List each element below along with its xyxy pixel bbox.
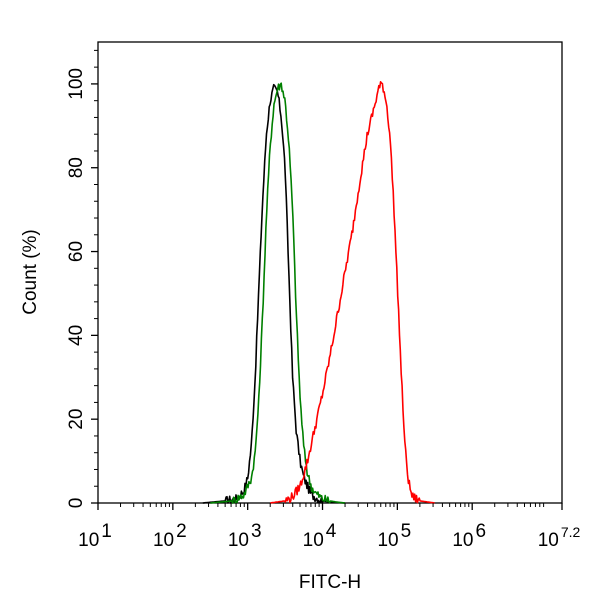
x-tick-label: 10 3 (228, 521, 262, 551)
x-tick-exponent: 4 (326, 521, 337, 542)
y-tick-label: 20 (66, 409, 87, 430)
x-tick-base: 10 (228, 530, 249, 551)
x-tick-label: 10 2 (153, 521, 187, 551)
x-tick-label: 10 6 (452, 521, 486, 551)
y-tick-label: 60 (66, 241, 87, 262)
plot-frame (97, 41, 563, 504)
x-tick-label: 10 1 (78, 521, 112, 551)
series-layer (202, 81, 435, 504)
histogram-series-line (270, 81, 435, 504)
x-tick-exponent: 1 (101, 521, 112, 542)
x-tick-exponent: 6 (475, 521, 486, 542)
x-tick-base: 10 (303, 530, 324, 551)
histogram-series-line (202, 83, 345, 504)
x-tick-label: 10 7.2 (538, 524, 581, 551)
x-tick-base: 10 (538, 530, 559, 551)
x-tick-exponent: 5 (401, 521, 412, 542)
x-tick-label: 10 4 (303, 521, 337, 551)
x-tick-base: 10 (452, 530, 473, 551)
x-axis-label: FITC-H (299, 572, 361, 593)
plot-axes (97, 41, 563, 504)
x-tick-base: 10 (78, 530, 99, 551)
y-tick-label: 0 (66, 498, 87, 509)
x-tick-label: 10 5 (377, 521, 411, 551)
y-tick-label: 80 (66, 157, 87, 178)
x-tick-base: 10 (377, 530, 398, 551)
histogram-series-line (210, 82, 346, 504)
x-tick-exponent: 2 (176, 521, 187, 542)
x-tick-base: 10 (153, 530, 174, 551)
x-tick-exponent: 7.2 (561, 524, 581, 540)
y-tick-label: 100 (66, 68, 87, 100)
y-axis-label: Count (%) (20, 229, 41, 315)
x-tick-exponent: 3 (251, 521, 262, 542)
y-tick-label: 40 (66, 325, 87, 346)
